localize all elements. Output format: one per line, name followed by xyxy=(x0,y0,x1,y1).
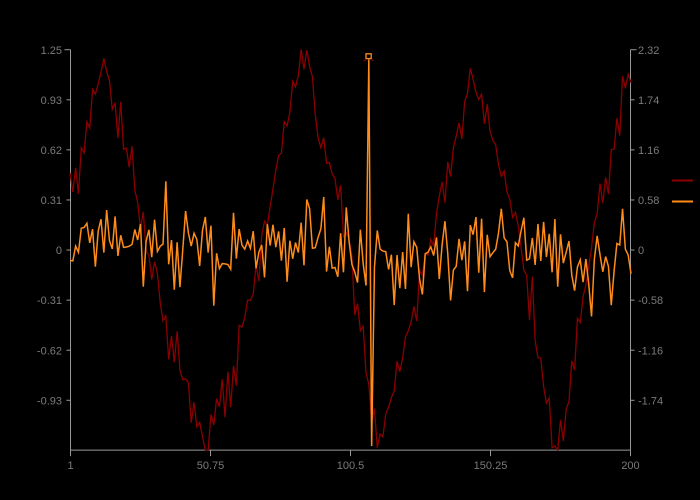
svg-text:200: 200 xyxy=(621,460,639,472)
svg-text:-0.93: -0.93 xyxy=(37,395,62,407)
svg-text:-1.16: -1.16 xyxy=(638,345,663,357)
svg-text:1.16: 1.16 xyxy=(638,145,659,157)
svg-text:1.25: 1.25 xyxy=(41,45,62,57)
svg-text:-1.74: -1.74 xyxy=(638,395,663,407)
svg-text:100.5: 100.5 xyxy=(337,460,365,472)
svg-text:0.31: 0.31 xyxy=(41,195,62,207)
svg-text:0.58: 0.58 xyxy=(638,195,659,207)
svg-text:2.32: 2.32 xyxy=(638,45,659,57)
svg-text:150.25: 150.25 xyxy=(474,460,508,472)
svg-text:0.93: 0.93 xyxy=(41,95,62,107)
svg-text:0.62: 0.62 xyxy=(41,145,62,157)
svg-text:50.75: 50.75 xyxy=(197,460,225,472)
svg-text:-0.31: -0.31 xyxy=(37,295,62,307)
svg-text:0: 0 xyxy=(56,245,62,257)
svg-text:-0.58: -0.58 xyxy=(638,295,663,307)
svg-text:0: 0 xyxy=(638,245,644,257)
svg-text:-0.62: -0.62 xyxy=(37,345,62,357)
svg-text:1.74: 1.74 xyxy=(638,95,659,107)
svg-text:1: 1 xyxy=(67,460,73,472)
